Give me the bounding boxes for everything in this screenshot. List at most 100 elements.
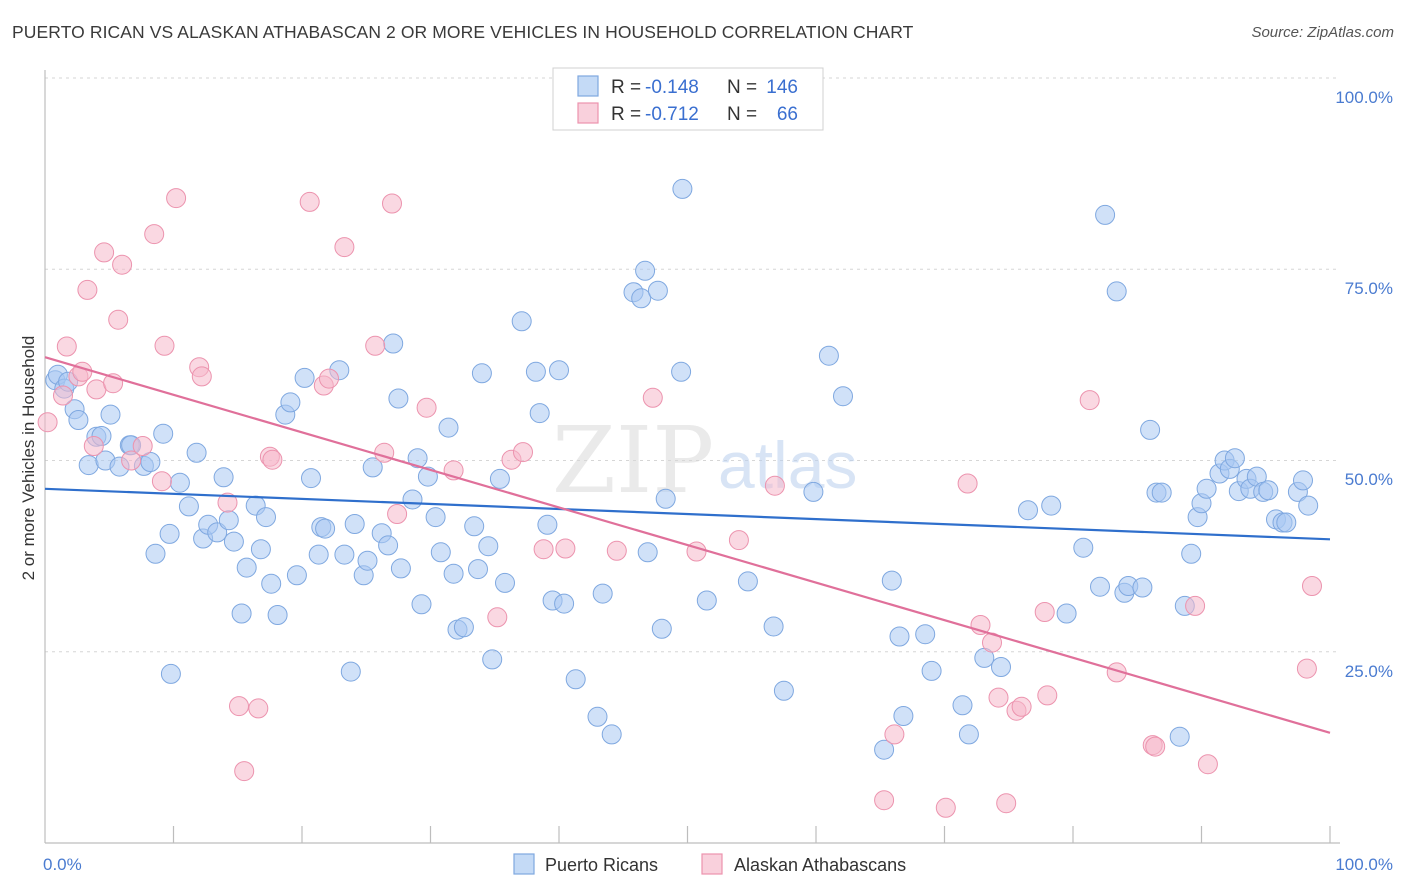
point-alaskan-athabascans-41: [606, 540, 627, 561]
point-alaskan-athabascans-7: [86, 379, 107, 400]
bottom-legend-label-alaskan-athabascans: Alaskan Athabascans: [734, 855, 906, 875]
point-alaskan-athabascans-26: [299, 191, 320, 212]
point-alaskan-athabascans-14: [144, 224, 165, 245]
point-alaskan-athabascans-62: [1185, 595, 1206, 616]
point-puerto-ricans-88: [647, 280, 668, 301]
point-puerto-ricans-138: [1258, 480, 1279, 501]
point-alaskan-athabascans-11: [112, 254, 133, 275]
point-alaskan-athabascans-16: [154, 335, 175, 356]
point-puerto-ricans-90: [655, 488, 676, 509]
point-puerto-ricans-67: [468, 559, 488, 580]
point-alaskan-athabascans-6: [83, 436, 104, 456]
point-puerto-ricans-18: [159, 523, 180, 544]
point-puerto-ricans-107: [958, 724, 979, 745]
point-alaskan-athabascans-29: [334, 237, 355, 258]
point-puerto-ricans-76: [537, 514, 558, 535]
legend-n-label-pink: N =: [727, 104, 757, 125]
stats-legend: R = -0.148 N = 146 R = -0.712 N = 66: [552, 67, 824, 131]
point-alaskan-athabascans-36: [487, 607, 508, 628]
point-puerto-ricans-59: [417, 466, 438, 487]
point-puerto-ricans-54: [388, 388, 409, 409]
point-puerto-ricans-120: [1140, 419, 1161, 440]
point-puerto-ricans-80: [565, 669, 586, 690]
point-alaskan-athabascans-52: [988, 687, 1009, 708]
y-tick-label-75: 75.0%: [1345, 279, 1393, 298]
point-puerto-ricans-128: [1196, 478, 1217, 499]
point-puerto-ricans-115: [1095, 204, 1116, 225]
point-puerto-ricans-144: [1298, 495, 1319, 516]
point-puerto-ricans-28: [223, 531, 244, 552]
point-puerto-ricans-87: [637, 542, 658, 563]
point-puerto-ricans-52: [378, 535, 399, 556]
point-alaskan-athabascans-25: [262, 449, 283, 470]
point-puerto-ricans-132: [1224, 448, 1245, 469]
point-puerto-ricans-69: [478, 536, 499, 557]
point-puerto-ricans-104: [915, 624, 936, 645]
point-puerto-ricans-125: [1181, 543, 1202, 564]
bottom-legend-swatch-alaskan-athabascans: [701, 853, 723, 875]
legend-r-label-pink: R =: [611, 104, 641, 125]
point-alaskan-athabascans-48: [935, 797, 956, 818]
point-puerto-ricans-97: [803, 481, 824, 502]
point-puerto-ricans-43: [315, 518, 336, 539]
point-puerto-ricans-50: [362, 457, 383, 478]
legend-r-value-blue: -0.148: [645, 77, 699, 98]
point-puerto-ricans-56: [402, 489, 423, 510]
point-puerto-ricans-89: [651, 618, 672, 639]
point-puerto-ricans-119: [1132, 577, 1153, 598]
point-puerto-ricans-105: [921, 660, 942, 681]
point-puerto-ricans-41: [308, 544, 329, 565]
point-puerto-ricans-49: [357, 550, 378, 571]
legend-swatch-blue: [577, 75, 599, 97]
point-puerto-ricans-29: [231, 603, 252, 624]
point-alaskan-athabascans-53: [996, 793, 1017, 814]
point-alaskan-athabascans-28: [319, 368, 339, 389]
point-puerto-ricans-38: [286, 565, 307, 586]
point-alaskan-athabascans-1: [53, 385, 73, 406]
x-tick-label-0: 0.0%: [43, 855, 82, 874]
point-alaskan-athabascans-56: [1034, 602, 1055, 622]
point-alaskan-athabascans-13: [132, 436, 153, 456]
point-alaskan-athabascans-33: [387, 504, 408, 524]
point-puerto-ricans-39: [294, 367, 315, 388]
point-alaskan-athabascans-65: [1302, 576, 1322, 596]
point-puerto-ricans-143: [1293, 470, 1313, 491]
point-puerto-ricans-73: [511, 311, 532, 332]
point-alaskan-athabascans-47: [884, 724, 905, 745]
legend-n-value-blue: 146: [766, 77, 798, 98]
point-puerto-ricans-46: [340, 661, 361, 682]
point-puerto-ricans-57: [407, 448, 428, 469]
point-alaskan-athabascans-49: [957, 473, 978, 494]
point-puerto-ricans-109: [991, 657, 1011, 677]
point-puerto-ricans-16: [145, 543, 166, 564]
point-puerto-ricans-98: [818, 345, 839, 366]
point-puerto-ricans-110: [1018, 500, 1038, 521]
point-alaskan-athabascans-61: [1145, 736, 1166, 757]
point-puerto-ricans-53: [383, 333, 404, 354]
watermark-zip: ZIP: [552, 407, 714, 514]
point-puerto-ricans-141: [1276, 512, 1297, 533]
legend-r-label-blue: R =: [611, 77, 641, 98]
point-puerto-ricans-9: [100, 404, 121, 425]
point-alaskan-athabascans-19: [191, 366, 212, 387]
point-puerto-ricans-20: [169, 472, 190, 493]
point-puerto-ricans-94: [737, 571, 758, 592]
point-puerto-ricans-71: [489, 468, 510, 489]
point-puerto-ricans-111: [1041, 495, 1062, 516]
chart-source: Source: ZipAtlas.com: [1251, 24, 1394, 41]
point-alaskan-athabascans-2: [56, 336, 77, 357]
point-puerto-ricans-22: [186, 442, 207, 463]
point-puerto-ricans-116: [1106, 281, 1127, 302]
point-puerto-ricans-26: [213, 467, 234, 488]
point-puerto-ricans-60: [425, 507, 446, 528]
point-puerto-ricans-35: [267, 605, 288, 625]
point-puerto-ricans-63: [443, 563, 464, 584]
legend-r-value-pink: -0.712: [645, 104, 699, 125]
point-alaskan-athabascans-0: [37, 412, 58, 433]
grid-lines: [45, 77, 1340, 653]
point-alaskan-athabascans-45: [764, 475, 785, 496]
point-alaskan-athabascans-21: [229, 696, 249, 717]
x-axis-ticks: [172, 826, 1331, 843]
point-puerto-ricans-78: [549, 360, 569, 381]
